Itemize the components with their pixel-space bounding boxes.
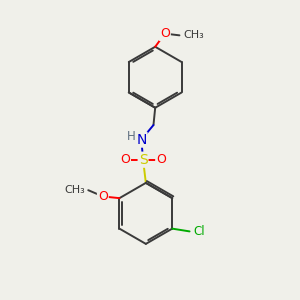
Text: S: S: [139, 153, 147, 167]
Text: O: O: [98, 190, 108, 203]
Text: O: O: [160, 27, 170, 40]
Text: O: O: [156, 153, 166, 166]
Text: O: O: [120, 153, 130, 166]
Text: Cl: Cl: [194, 225, 205, 238]
Text: CH₃: CH₃: [65, 185, 85, 195]
Text: H: H: [127, 130, 135, 142]
Text: CH₃: CH₃: [184, 30, 204, 40]
Text: N: N: [136, 133, 146, 147]
